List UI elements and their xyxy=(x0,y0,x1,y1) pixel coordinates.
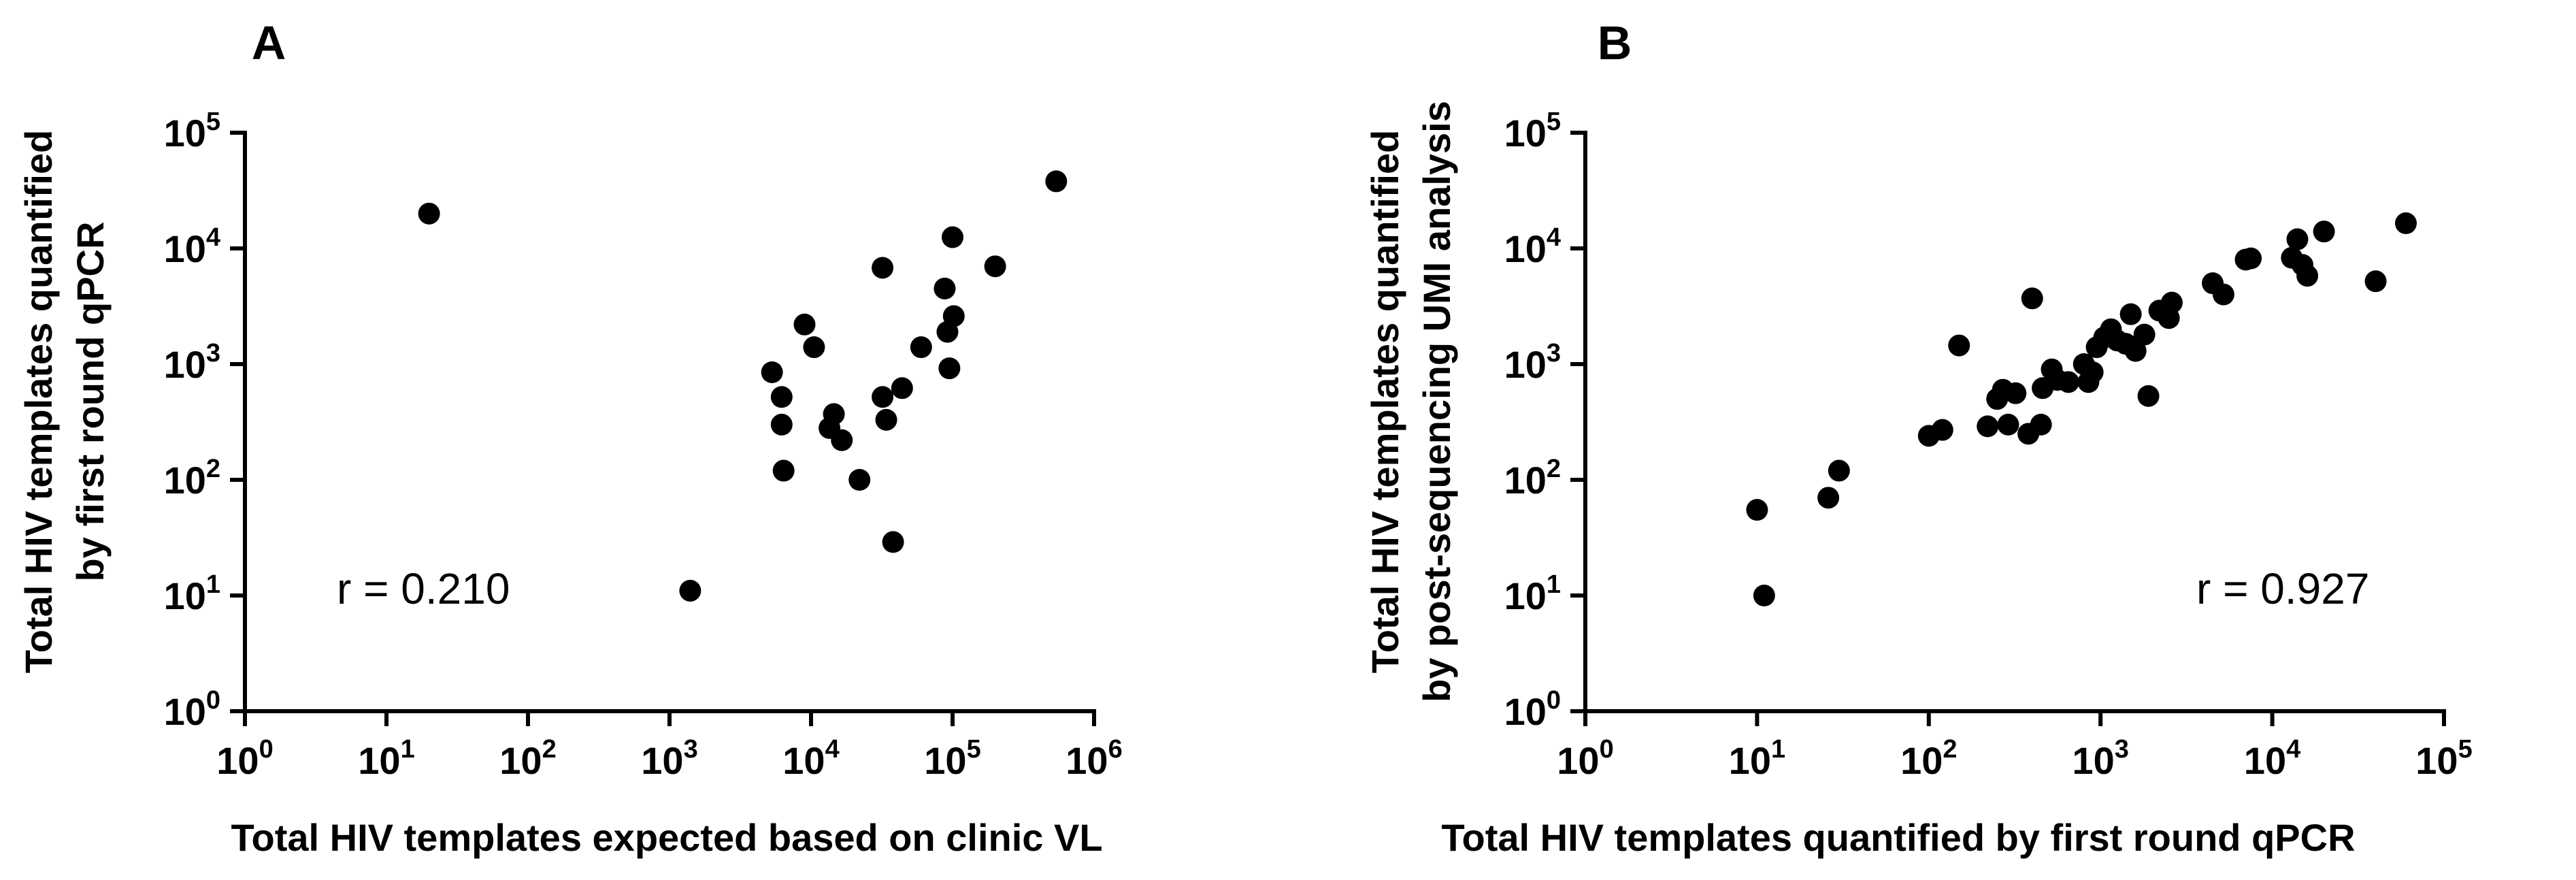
panel-a-y-axis-title-line1: Total HIV templates quantified xyxy=(17,130,60,674)
panel-b-data-point-18 xyxy=(2057,371,2079,393)
panel-a-y-tick-label-4: 104 xyxy=(164,223,220,270)
panel-b-data-point-43 xyxy=(2364,270,2387,293)
panel-b-data-point-2 xyxy=(1817,487,1840,509)
panel-b-x-tick-label-2: 102 xyxy=(1900,735,1957,782)
panel-a-data-point-23 xyxy=(984,255,1006,278)
panel-b-data-point-41 xyxy=(2296,265,2319,287)
panel-a-data-point-2 xyxy=(761,361,783,383)
panel-b-y-tick-label-2: 102 xyxy=(1504,455,1561,502)
panel-b-data-point-1 xyxy=(1753,585,1775,606)
panel-b-x-tick-label-5: 105 xyxy=(2415,735,2472,782)
panel-a-data-point-9 xyxy=(823,403,845,425)
panel-b-data-point-5 xyxy=(1931,419,1953,441)
panel-a-y-tick-label-3: 103 xyxy=(164,339,220,386)
panel-a-y-tick-label-2: 102 xyxy=(164,455,220,502)
panel-b-y-tick-label-3: 103 xyxy=(1504,339,1561,386)
panel-b-y-tick-label-1: 101 xyxy=(1504,570,1561,617)
panel-a-y-axis-title-line2: by first round qPCR xyxy=(69,222,112,582)
panel-b-x-tick-label-3: 103 xyxy=(2072,735,2128,782)
panel-a-x-tick-label-3: 103 xyxy=(641,735,697,782)
panel-b-data-point-30 xyxy=(2137,385,2160,407)
panel-b-data-point-0 xyxy=(1746,499,1768,521)
panel-b-x-axis-title: Total HIV templates quantified by first … xyxy=(1441,816,2355,859)
panel-a-x-axis-title: Total HIV templates expected based on cl… xyxy=(231,816,1102,859)
panel-a-data-point-0 xyxy=(418,202,440,225)
panel-b-x-axis: 100 101 102 103 104 105 xyxy=(1557,711,2473,782)
panel-a-chart: A Total HIV templates expected based on … xyxy=(17,16,1123,859)
panel-a-data-point-15 xyxy=(882,531,904,553)
panel-a-x-axis: 100 101 102 103 104 105 106 xyxy=(216,711,1123,782)
panel-b-data-point-35 xyxy=(2212,283,2234,306)
panel-a-x-tick-label-6: 106 xyxy=(1066,735,1122,782)
panel-a-data-point-13 xyxy=(872,386,894,408)
panel-a-data-point-18 xyxy=(934,277,956,299)
panel-a-data-point-22 xyxy=(942,305,965,327)
panel-b-y-axis: 100 101 102 103 104 105 xyxy=(1504,108,1585,733)
panel-b-data-point-6 xyxy=(1948,334,1970,357)
panel-a-data-point-11 xyxy=(848,469,871,491)
panel-a-y-tick-label-0: 100 xyxy=(164,686,220,733)
panel-b-chart: B Total HIV templates quantified by firs… xyxy=(1364,16,2473,859)
panel-a-data-point-20 xyxy=(938,357,961,380)
panel-b-data-point-39 xyxy=(2286,228,2309,250)
panel-a-data-point-4 xyxy=(770,413,793,436)
panel-a-data-point-5 xyxy=(772,459,795,482)
panel-b-correlation-annotation: r = 0.927 xyxy=(2196,564,2369,613)
panel-b-x-tick-label-1: 101 xyxy=(1729,735,1785,782)
panel-b-data-point-11 xyxy=(2004,382,2027,404)
panel-b-x-tick-label-0: 100 xyxy=(1557,735,1613,782)
panel-b-data-point-10 xyxy=(1997,413,2019,436)
panel-a-data-point-10 xyxy=(831,429,853,451)
panel-b-y-tick-label-5: 105 xyxy=(1504,108,1561,154)
panel-a-x-tick-label-2: 102 xyxy=(499,735,556,782)
panel-b-y-tick-label-0: 100 xyxy=(1504,686,1561,733)
panel-b-data-point-37 xyxy=(2240,247,2262,270)
panel-a-x-tick-label-4: 104 xyxy=(782,735,839,782)
panel-a-data-point-3 xyxy=(770,386,793,408)
panel-b-points xyxy=(1746,212,2417,606)
panel-b-y-tick-label-4: 104 xyxy=(1504,223,1561,270)
panel-a-x-tick-label-5: 105 xyxy=(924,735,980,782)
panel-a-x-tick-label-1: 101 xyxy=(358,735,414,782)
panel-a-correlation-annotation: r = 0.210 xyxy=(337,564,510,613)
panel-b-data-point-29 xyxy=(2133,323,2156,346)
panel-a-x-tick-label-0: 100 xyxy=(216,735,273,782)
panel-b-x-tick-label-4: 104 xyxy=(2244,735,2300,782)
panel-b-y-axis-title-line2: by post-sequencing UMI analysis xyxy=(1415,101,1458,702)
panel-a-data-point-17 xyxy=(910,336,932,359)
panel-a-data-point-21 xyxy=(942,226,963,248)
panel-a-data-point-6 xyxy=(793,313,816,336)
panel-b-data-point-7 xyxy=(1977,415,1999,438)
panel-b-data-point-42 xyxy=(2313,221,2335,243)
panel-b-data-point-13 xyxy=(2021,287,2043,310)
panel-a-y-tick-label-1: 101 xyxy=(164,570,220,617)
panel-a-data-point-14 xyxy=(875,408,897,431)
panel-b-data-point-14 xyxy=(2030,413,2052,436)
panel-a-data-point-16 xyxy=(891,377,913,400)
panel-b-data-point-44 xyxy=(2395,212,2417,235)
panel-b-axes xyxy=(1583,131,2446,713)
panel-a-y-tick-label-5: 105 xyxy=(164,108,220,154)
panel-a-data-point-1 xyxy=(679,579,701,602)
panel-b-label: B xyxy=(1598,16,1632,69)
panel-b-data-point-21 xyxy=(2081,361,2104,383)
panel-b-data-point-3 xyxy=(1828,459,1850,482)
panel-a-data-point-7 xyxy=(803,336,825,359)
panel-b-data-point-28 xyxy=(2124,340,2147,362)
panel-b-y-axis-title-line1: Total HIV templates quantified xyxy=(1364,130,1406,674)
panel-a-points xyxy=(418,170,1068,602)
panel-a-data-point-12 xyxy=(872,257,894,279)
panel-a-y-axis: 100 101 102 103 104 105 xyxy=(164,108,245,733)
panel-a-label: A xyxy=(252,16,286,69)
panel-a-data-point-24 xyxy=(1045,170,1068,193)
panel-b-data-point-27 xyxy=(2119,303,2142,325)
panel-b-data-point-33 xyxy=(2160,291,2183,314)
panel-a-axes xyxy=(243,131,1096,713)
